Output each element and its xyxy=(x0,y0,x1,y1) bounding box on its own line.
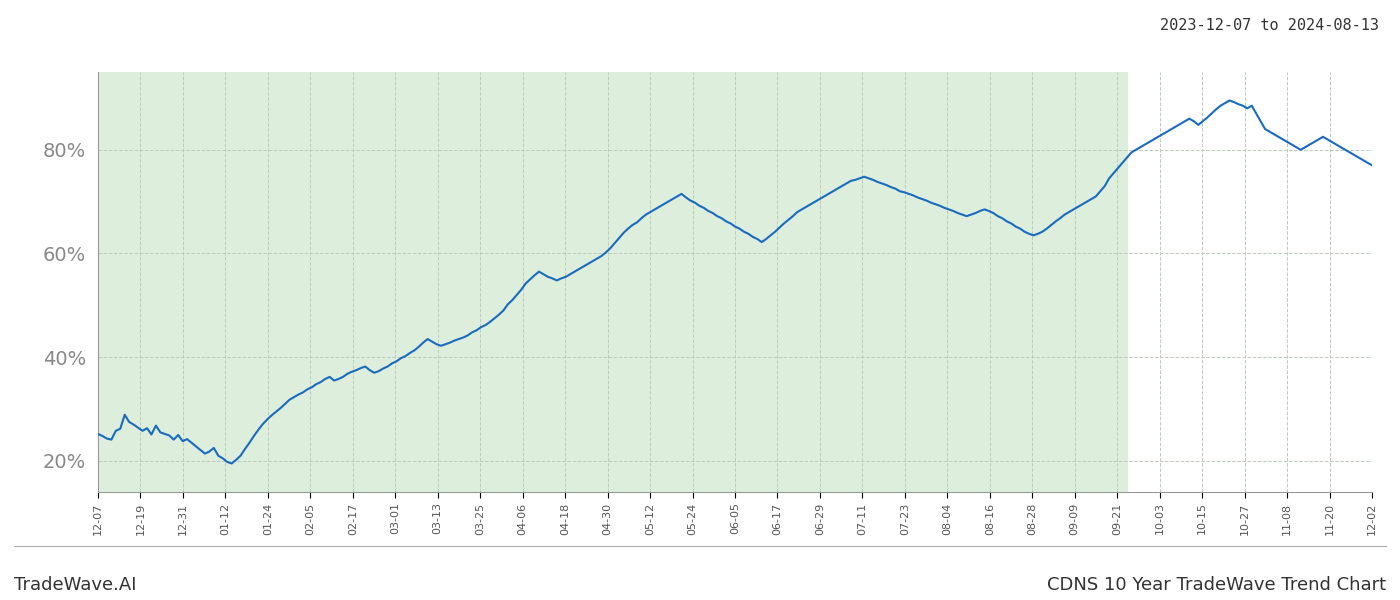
Text: CDNS 10 Year TradeWave Trend Chart: CDNS 10 Year TradeWave Trend Chart xyxy=(1047,576,1386,594)
Text: TradeWave.AI: TradeWave.AI xyxy=(14,576,137,594)
Bar xyxy=(98,72,1127,492)
Text: 2023-12-07 to 2024-08-13: 2023-12-07 to 2024-08-13 xyxy=(1161,18,1379,33)
